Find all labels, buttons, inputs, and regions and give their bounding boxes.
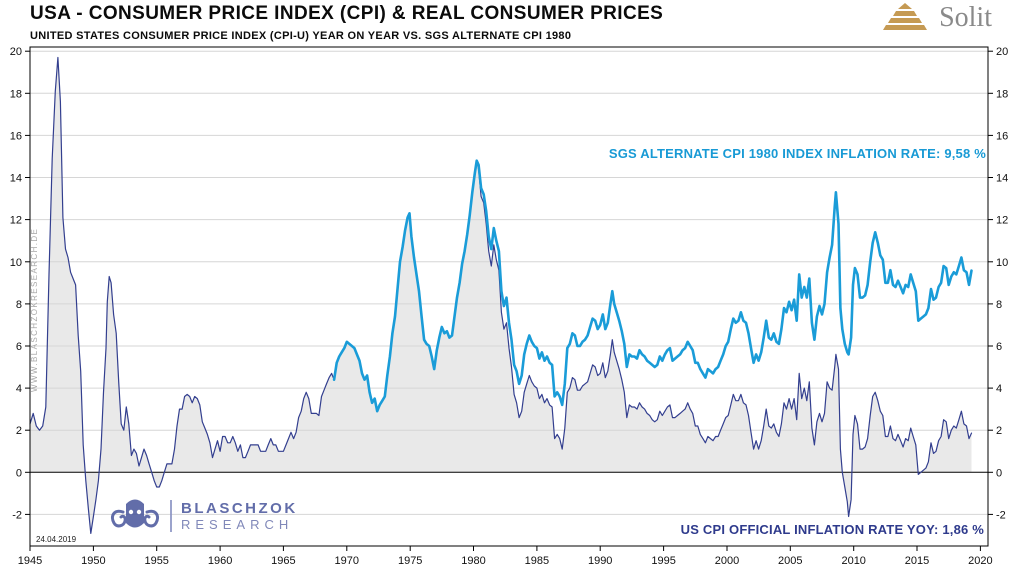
y-tick-label-left: 10 xyxy=(10,257,22,269)
date-stamp: 24.04.2019 xyxy=(36,535,77,544)
y-tick-label-left: 18 xyxy=(10,88,22,100)
y-tick-label-right: 0 xyxy=(996,467,1002,479)
y-tick-label-left: 2 xyxy=(16,425,22,437)
sgs-line xyxy=(332,159,973,413)
y-tick-label-right: 16 xyxy=(996,130,1008,142)
ram-helmet-icon xyxy=(110,499,160,528)
pyramid-icon xyxy=(883,3,928,30)
y-tick-label-right: 20 xyxy=(996,46,1008,58)
x-tick-label: 2005 xyxy=(778,555,802,567)
y-tick-label-right: 12 xyxy=(996,215,1008,227)
watermark-text: WWW.BLASCHZOKRESEARCH.DE xyxy=(30,227,39,392)
plot-frame xyxy=(29,46,989,547)
x-tick-label: 1950 xyxy=(81,555,105,567)
y-tick-label-left: 6 xyxy=(16,341,22,353)
x-tick-label: 1955 xyxy=(144,555,168,567)
x-tick-label: 1990 xyxy=(588,555,612,567)
x-tick-label: 1980 xyxy=(461,555,485,567)
cpi-series-annotation: US CPI OFFICIAL INFLATION RATE YOY: 1,86… xyxy=(680,522,984,537)
y-tick-label-left: 16 xyxy=(10,130,22,142)
x-tick-label: 1970 xyxy=(335,555,359,567)
y-tick-label-left: 12 xyxy=(10,215,22,227)
blaschzok-line2: RESEARCH xyxy=(181,517,294,532)
x-tick-label: 1985 xyxy=(525,555,549,567)
blaschzok-wordmark: BLASCHZOK RESEARCH xyxy=(170,500,298,532)
x-tick-label: 2015 xyxy=(905,555,929,567)
x-tick-label: 1975 xyxy=(398,555,422,567)
y-tick-label-left: 20 xyxy=(10,46,22,58)
y-tick-label-right: 6 xyxy=(996,341,1002,353)
y-tick-label-left: 0 xyxy=(16,467,22,479)
y-tick-label-left: 4 xyxy=(16,383,22,395)
blaschzok-line1: BLASCHZOK xyxy=(181,500,298,517)
y-tick-label-right: -2 xyxy=(996,509,1006,521)
page-title: USA - CONSUMER PRICE INDEX (CPI) & REAL … xyxy=(30,3,664,24)
chart-subtitle: UNITED STATES CONSUMER PRICE INDEX (CPI-… xyxy=(30,30,572,42)
y-tick-label-left: 14 xyxy=(10,173,22,185)
x-tick-label: 2020 xyxy=(968,555,992,567)
y-tick-label-right: 14 xyxy=(996,173,1008,185)
y-tick-label-right: 18 xyxy=(996,88,1008,100)
y-tick-label-right: 2 xyxy=(996,425,1002,437)
x-tick-label: 1945 xyxy=(18,555,42,567)
y-tick-label-left: -2 xyxy=(12,509,22,521)
cpi-area xyxy=(30,57,972,534)
cpi-line xyxy=(29,56,973,535)
solit-wordmark: Solit xyxy=(939,2,992,33)
solit-logo: Solit xyxy=(881,2,992,34)
y-tick-label-right: 10 xyxy=(996,257,1008,269)
x-tick-label: 1995 xyxy=(651,555,675,567)
x-tick-label: 1960 xyxy=(208,555,232,567)
y-tick-label-right: 8 xyxy=(996,299,1002,311)
y-tick-label-right: 4 xyxy=(996,383,1002,395)
x-tick-label: 2000 xyxy=(715,555,739,567)
x-tick-label: 1965 xyxy=(271,555,295,567)
x-tick-label: 2010 xyxy=(841,555,865,567)
blaschzok-research-logo: BLASCHZOK RESEARCH xyxy=(108,492,298,540)
sgs-series-annotation: SGS ALTERNATE CPI 1980 INDEX INFLATION R… xyxy=(608,146,986,161)
y-tick-label-left: 8 xyxy=(16,299,22,311)
